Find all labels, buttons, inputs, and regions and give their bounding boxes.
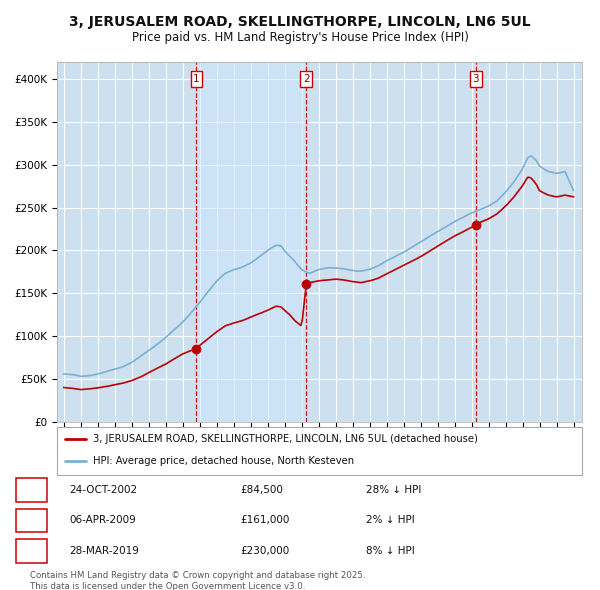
Text: 28-MAR-2019: 28-MAR-2019 xyxy=(69,546,139,556)
Text: 2: 2 xyxy=(28,516,35,525)
Text: 06-APR-2009: 06-APR-2009 xyxy=(69,516,136,525)
Bar xyxy=(196,62,306,422)
Text: £161,000: £161,000 xyxy=(240,516,289,525)
Text: 24-OCT-2002: 24-OCT-2002 xyxy=(69,485,137,494)
Text: Price paid vs. HM Land Registry's House Price Index (HPI): Price paid vs. HM Land Registry's House … xyxy=(131,31,469,44)
Text: 28% ↓ HPI: 28% ↓ HPI xyxy=(366,485,421,494)
Text: Contains HM Land Registry data © Crown copyright and database right 2025.
This d: Contains HM Land Registry data © Crown c… xyxy=(30,571,365,590)
Text: 3, JERUSALEM ROAD, SKELLINGTHORPE, LINCOLN, LN6 5UL: 3, JERUSALEM ROAD, SKELLINGTHORPE, LINCO… xyxy=(69,15,531,29)
Text: 3: 3 xyxy=(472,74,479,84)
Text: 2% ↓ HPI: 2% ↓ HPI xyxy=(366,516,415,525)
Text: 3: 3 xyxy=(28,546,35,556)
Text: HPI: Average price, detached house, North Kesteven: HPI: Average price, detached house, Nort… xyxy=(93,457,354,467)
Text: 1: 1 xyxy=(193,74,200,84)
Text: 2: 2 xyxy=(303,74,310,84)
Text: £84,500: £84,500 xyxy=(240,485,283,494)
Text: 3, JERUSALEM ROAD, SKELLINGTHORPE, LINCOLN, LN6 5UL (detached house): 3, JERUSALEM ROAD, SKELLINGTHORPE, LINCO… xyxy=(93,434,478,444)
Text: £230,000: £230,000 xyxy=(240,546,289,556)
Text: 1: 1 xyxy=(28,485,35,494)
Text: 8% ↓ HPI: 8% ↓ HPI xyxy=(366,546,415,556)
